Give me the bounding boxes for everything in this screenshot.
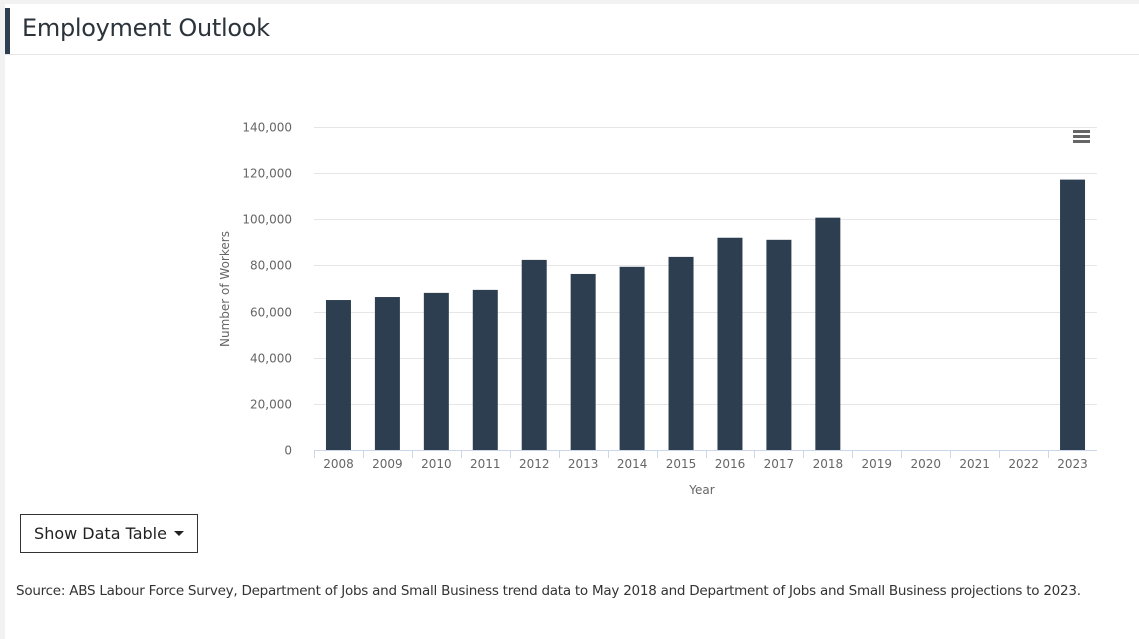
x-tick-label: 2011 — [470, 457, 501, 471]
x-tick-label: 2018 — [813, 457, 844, 471]
x-tick-label: 2019 — [862, 457, 893, 471]
hamburger-line — [1073, 135, 1090, 138]
x-tick-label: 2013 — [568, 457, 599, 471]
chart-menu-button[interactable] — [1070, 128, 1092, 148]
x-tick-label: 2023 — [1057, 457, 1088, 471]
bar-2011[interactable] — [472, 289, 498, 450]
show-data-table-label: Show Data Table — [34, 524, 167, 543]
y-tick-label: 140,000 — [242, 121, 292, 135]
source-note: Source: ABS Labour Force Survey, Departm… — [16, 583, 1081, 599]
y-tick-label: 0 — [284, 444, 292, 458]
x-axis-ticks: 2008 2009 2010 2011 2012 2013 2014 2015 2016 2017… — [314, 450, 1088, 471]
x-axis-label: Year — [688, 483, 714, 497]
bar-2018[interactable] — [815, 217, 841, 450]
x-tick-label: 2009 — [372, 457, 403, 471]
y-axis-label: Number of Workers — [218, 231, 232, 347]
bars — [325, 179, 1086, 451]
y-tick-label: 80,000 — [250, 259, 292, 273]
x-tick-label: 2017 — [764, 457, 795, 471]
x-tick-label: 2022 — [1008, 457, 1039, 471]
hamburger-line — [1073, 140, 1090, 143]
x-tick-label: 2014 — [617, 457, 648, 471]
x-tick-label: 2010 — [421, 457, 452, 471]
x-tick-label: 2021 — [959, 457, 990, 471]
header-accent-bar — [5, 8, 10, 54]
x-tick-label: 2012 — [519, 457, 550, 471]
caret-down-icon — [173, 531, 184, 536]
bar-2016[interactable] — [717, 237, 743, 450]
y-axis-ticks: 0 20,000 40,000 60,000 80,000 100,000 120,000 1… — [242, 121, 292, 458]
page-title: Employment Outlook — [22, 14, 270, 42]
y-tick-label: 20,000 — [250, 398, 292, 412]
bar-2008[interactable] — [325, 300, 351, 450]
y-tick-label: 60,000 — [250, 306, 292, 320]
bar-2014[interactable] — [619, 266, 645, 450]
x-tick-label: 2008 — [323, 457, 354, 471]
bar-2009[interactable] — [374, 297, 400, 450]
y-tick-label: 100,000 — [242, 213, 292, 227]
y-tick-label: 120,000 — [242, 167, 292, 181]
x-tick-label: 2020 — [910, 457, 941, 471]
bar-2017[interactable] — [766, 239, 792, 450]
show-data-table-button[interactable]: Show Data Table — [20, 514, 198, 553]
hamburger-menu-icon — [1073, 130, 1090, 133]
bar-2015[interactable] — [668, 256, 694, 450]
panel-header: Employment Outlook — [5, 4, 1139, 55]
bar-2012[interactable] — [521, 259, 547, 450]
x-tick-label: 2016 — [715, 457, 746, 471]
bar-2023[interactable] — [1060, 179, 1086, 451]
x-tick-label: 2015 — [666, 457, 697, 471]
y-tick-label: 40,000 — [250, 352, 292, 366]
bar-2010[interactable] — [423, 292, 449, 450]
bar-2013[interactable] — [570, 273, 596, 450]
